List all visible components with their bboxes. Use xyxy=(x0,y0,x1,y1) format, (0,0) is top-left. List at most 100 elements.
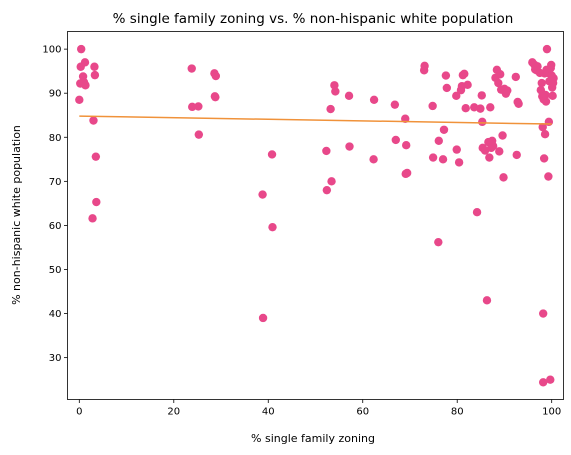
data-point xyxy=(434,136,443,145)
data-point xyxy=(187,64,196,73)
y-tick-label: 90 xyxy=(49,89,62,100)
data-point xyxy=(544,172,553,181)
data-point xyxy=(511,72,520,82)
data-point xyxy=(539,154,549,163)
data-point xyxy=(533,62,542,71)
data-point xyxy=(369,95,379,105)
data-point xyxy=(498,131,507,140)
data-point xyxy=(542,44,552,54)
data-point xyxy=(541,97,551,106)
data-point xyxy=(495,147,504,156)
data-point xyxy=(90,70,100,80)
y-tick-label: 50 xyxy=(49,265,62,276)
data-point xyxy=(81,81,90,90)
data-point xyxy=(499,173,508,182)
x-tick-label: 20 xyxy=(167,407,180,418)
data-point xyxy=(546,375,555,384)
x-axis-ticks: 0 20 40 60 80 100 xyxy=(76,399,561,418)
data-point xyxy=(420,61,429,71)
data-point xyxy=(258,190,267,199)
data-point xyxy=(496,70,505,79)
data-point xyxy=(267,150,277,159)
data-point xyxy=(541,90,550,100)
x-tick-label: 100 xyxy=(542,407,561,418)
data-point xyxy=(540,129,550,139)
data-point xyxy=(460,69,469,79)
y-tick-label: 30 xyxy=(49,353,62,364)
data-point xyxy=(512,150,521,160)
x-tick-label: 40 xyxy=(262,407,275,418)
data-point xyxy=(344,91,354,101)
data-point xyxy=(486,103,495,112)
data-point xyxy=(369,155,378,164)
data-point xyxy=(438,155,448,164)
data-point xyxy=(442,83,452,93)
data-point xyxy=(548,91,557,101)
data-point xyxy=(428,101,437,111)
data-point xyxy=(77,44,86,54)
x-tick-label: 60 xyxy=(356,407,369,418)
chart-title: % single family zoning vs. % non-hispani… xyxy=(113,11,514,27)
data-point xyxy=(322,146,331,156)
data-point xyxy=(428,153,438,162)
data-point xyxy=(90,62,99,71)
y-tick-label: 100 xyxy=(42,45,61,56)
data-point xyxy=(452,145,461,154)
data-point xyxy=(494,78,503,88)
data-point xyxy=(194,102,203,111)
y-axis-label: % non-hispanic white population xyxy=(10,125,23,305)
data-point xyxy=(211,92,220,102)
data-point xyxy=(326,104,335,114)
plot-area-frame xyxy=(67,31,564,400)
data-point xyxy=(258,313,268,323)
data-point xyxy=(476,104,485,113)
points-layer xyxy=(75,44,558,387)
data-point xyxy=(88,214,97,223)
data-point xyxy=(390,100,400,109)
data-point xyxy=(461,103,470,113)
data-point xyxy=(454,158,464,167)
data-point xyxy=(538,378,548,387)
data-point xyxy=(188,102,197,112)
data-point xyxy=(80,58,90,67)
y-axis-ticks: 30 40 50 60 70 80 90 100 xyxy=(42,45,68,364)
data-point xyxy=(330,81,339,90)
data-point xyxy=(477,91,486,100)
data-point xyxy=(549,74,558,83)
data-point xyxy=(514,99,523,108)
data-point xyxy=(391,135,400,145)
data-point xyxy=(91,152,101,161)
data-point xyxy=(472,207,482,217)
data-point xyxy=(439,125,449,134)
data-point xyxy=(402,168,412,178)
data-point xyxy=(194,130,204,139)
data-point xyxy=(89,116,98,125)
data-point xyxy=(452,91,461,101)
y-tick-label: 80 xyxy=(49,133,62,144)
data-point xyxy=(544,117,554,127)
data-point xyxy=(478,117,487,127)
data-point xyxy=(402,141,411,150)
data-point xyxy=(485,153,494,162)
data-point xyxy=(327,177,336,186)
data-point xyxy=(463,80,472,90)
y-tick-label: 70 xyxy=(49,177,62,188)
trendline xyxy=(79,115,552,125)
data-point xyxy=(537,78,546,88)
data-point xyxy=(92,197,101,207)
trendline-layer xyxy=(79,115,552,125)
data-point xyxy=(75,95,84,105)
data-point xyxy=(488,141,498,151)
data-point xyxy=(538,309,548,318)
data-point xyxy=(434,237,443,247)
data-point xyxy=(538,122,547,132)
data-point xyxy=(345,142,354,151)
x-axis-label: % single family zoning xyxy=(251,432,375,445)
data-point xyxy=(482,296,492,305)
x-tick-label: 80 xyxy=(451,407,464,418)
data-point xyxy=(331,87,340,96)
data-point xyxy=(547,60,556,70)
x-tick-label: 0 xyxy=(76,407,82,418)
